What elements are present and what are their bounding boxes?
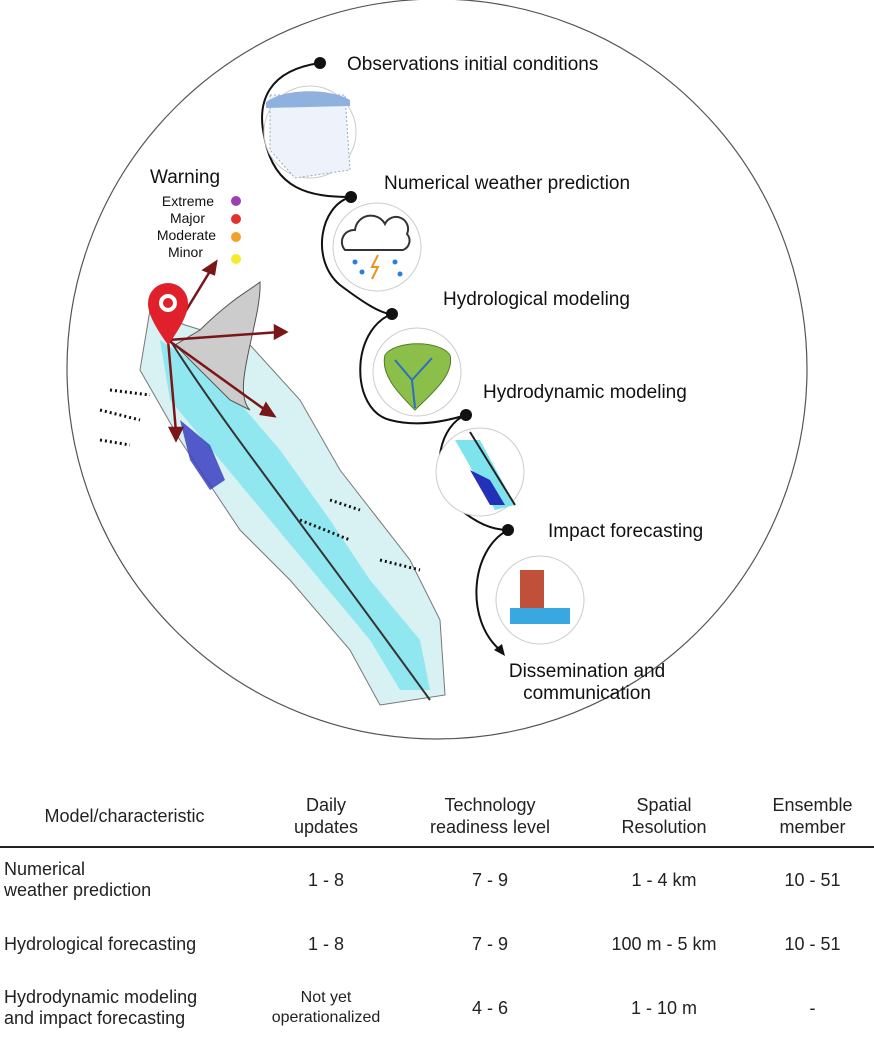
warning-level-label: Extreme	[162, 193, 214, 209]
forecast-chain-diagram: Warning Extreme Major Moderate Minor	[66, 0, 808, 740]
header-text: Ensemble	[772, 795, 853, 815]
step-label-observations: Observations initial conditions	[347, 54, 598, 75]
warning-legend: Warning Extreme Major Moderate Minor	[150, 167, 241, 264]
warning-dot-major	[231, 214, 241, 224]
cell-trl: 7 - 9	[471, 869, 509, 890]
header-ensemble: Ensemble member	[751, 790, 874, 847]
warning-dot-minor	[231, 254, 241, 264]
header-text: updates	[293, 817, 359, 837]
cell-model: Hydrological forecasting	[4, 933, 197, 954]
cell-text: Hydrodynamic modeling	[4, 987, 198, 1007]
header-daily-updates: Daily updates	[249, 790, 403, 847]
step-dot	[345, 191, 357, 203]
table-row: Hydrodynamic modeling and impact forecast…	[0, 976, 874, 1040]
cell-ensemble: 10 - 51	[784, 869, 841, 890]
header-text: Technology	[444, 795, 536, 815]
warning-level-label: Major	[170, 210, 205, 226]
table-row: Numerical weather prediction 1 - 8 7 - 9 …	[0, 847, 874, 912]
step-dot	[314, 57, 326, 69]
cell-text: operationalized	[271, 1009, 381, 1026]
cell-daily: 1 - 8	[307, 869, 345, 890]
cell-text: Not yet	[300, 989, 352, 1006]
step-label-dissemination-line1: Dissemination and	[509, 661, 665, 682]
cell-resolution: 1 - 10 m	[630, 997, 698, 1018]
hydrograph-ensemble-icon	[174, 281, 261, 411]
header-trl: Technology readiness level	[403, 790, 577, 847]
location-pin-icon	[148, 283, 188, 345]
cell-trl: 4 - 6	[471, 997, 509, 1018]
header-text: Model/characteristic	[44, 806, 205, 826]
cell-resolution: 1 - 4 km	[631, 869, 697, 890]
outer-circle	[66, 0, 808, 740]
germany-station-map-icon	[263, 85, 357, 179]
header-resolution: Spatial Resolution	[577, 790, 751, 847]
table-header-row: Model/characteristic Daily updates Techno…	[0, 790, 874, 847]
warning-title: Warning	[150, 167, 220, 188]
step-label-hydrodynamic: Hydrodynamic modeling	[483, 382, 687, 403]
header-text: readiness level	[429, 817, 551, 837]
cell-text: weather prediction	[4, 880, 152, 900]
table-row: Hydrological forecasting 1 - 8 7 - 9 100…	[0, 912, 874, 976]
cell-text: Numerical	[4, 859, 86, 879]
storm-cloud-icon	[332, 202, 422, 292]
header-text: Daily	[305, 795, 346, 815]
workflow-path	[261, 62, 509, 651]
flooded-building-icon	[495, 555, 585, 645]
header-text: Resolution	[621, 817, 707, 837]
header-text: Spatial	[636, 795, 692, 815]
model-characteristics-table: Model/characteristic Daily updates Techno…	[0, 790, 874, 1040]
catchment-river-icon	[372, 327, 462, 417]
cell-daily: 1 - 8	[307, 933, 345, 954]
cell-text: and impact forecasting	[4, 1008, 186, 1028]
header-text: member	[779, 817, 846, 837]
cell-model: Numerical weather prediction	[0, 847, 249, 912]
cell-resolution: 100 m - 5 km	[611, 933, 717, 954]
warning-dot-moderate	[231, 232, 241, 242]
step-label-nwp: Numerical weather prediction	[384, 173, 630, 194]
cell-model: Hydrodynamic modeling and impact forecast…	[0, 976, 249, 1040]
step-dot	[386, 308, 398, 320]
cell-ensemble: 10 - 51	[784, 933, 841, 954]
warning-level-label: Moderate	[157, 227, 216, 243]
cell-daily: Not yet operationalized	[249, 976, 403, 1040]
step-label-impact: Impact forecasting	[548, 521, 703, 542]
step-label-hydrological: Hydrological modeling	[443, 289, 630, 310]
warning-level-label: Minor	[168, 244, 203, 260]
arrowhead-icon	[494, 644, 505, 656]
step-label-dissemination-line2: communication	[523, 683, 651, 704]
step-dot	[502, 524, 514, 536]
step-dots	[314, 57, 514, 536]
flood-map-icon	[435, 427, 525, 517]
header-model: Model/characteristic	[0, 790, 249, 847]
warning-dot-extreme	[231, 196, 241, 206]
flood-inundation-map	[99, 309, 446, 706]
cell-ensemble: -	[809, 997, 816, 1018]
step-dot	[460, 409, 472, 421]
cell-trl: 7 - 9	[471, 933, 509, 954]
